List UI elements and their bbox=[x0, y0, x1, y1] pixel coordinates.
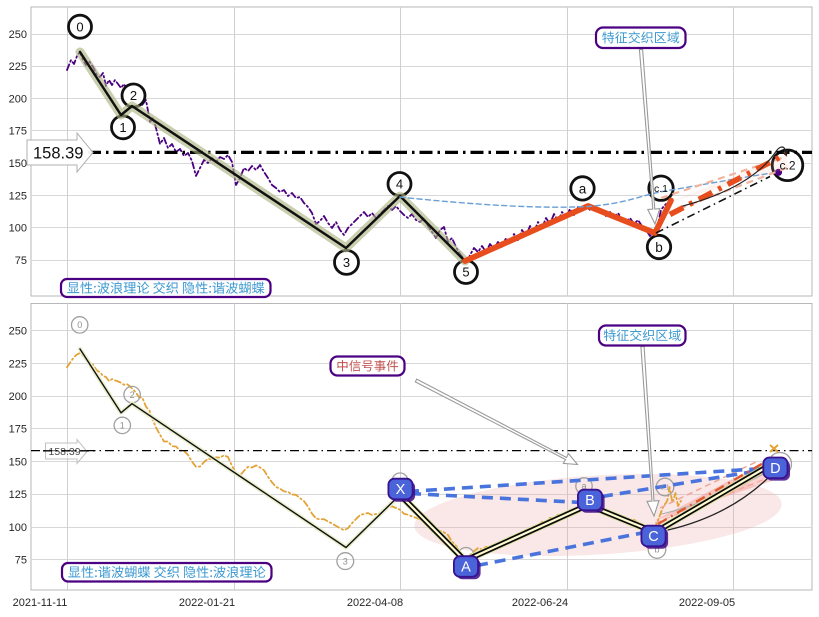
svg-text:2022-09-05: 2022-09-05 bbox=[679, 597, 735, 609]
svg-text:B: B bbox=[585, 493, 595, 509]
svg-text:X: X bbox=[396, 482, 406, 498]
svg-text:C: C bbox=[648, 529, 658, 545]
svg-text:75: 75 bbox=[15, 255, 27, 267]
svg-text:2022-01-21: 2022-01-21 bbox=[179, 597, 235, 609]
svg-text:5: 5 bbox=[462, 265, 469, 280]
svg-text:a: a bbox=[581, 481, 586, 491]
svg-text:158.39: 158.39 bbox=[49, 446, 81, 458]
svg-text:100: 100 bbox=[9, 522, 27, 534]
svg-text:D: D bbox=[770, 461, 780, 477]
svg-text:4: 4 bbox=[396, 177, 403, 192]
svg-text:250: 250 bbox=[9, 326, 27, 338]
svg-text:b: b bbox=[654, 545, 659, 555]
svg-text:a: a bbox=[579, 181, 587, 196]
svg-text:0: 0 bbox=[77, 320, 82, 330]
svg-text:1: 1 bbox=[120, 421, 125, 431]
svg-text:2: 2 bbox=[130, 390, 135, 400]
svg-text:c.2: c.2 bbox=[779, 159, 795, 173]
svg-text:175: 175 bbox=[9, 424, 27, 436]
svg-text:0: 0 bbox=[76, 19, 83, 34]
svg-text:225: 225 bbox=[9, 61, 27, 73]
svg-text:250: 250 bbox=[9, 29, 27, 41]
svg-text:c.1: c.1 bbox=[660, 485, 669, 492]
svg-text:200: 200 bbox=[9, 93, 27, 105]
svg-text:3: 3 bbox=[343, 255, 350, 270]
svg-text:125: 125 bbox=[9, 489, 27, 501]
svg-text:b: b bbox=[655, 240, 663, 255]
svg-text:2021-11-11: 2021-11-11 bbox=[13, 597, 68, 609]
svg-text:2: 2 bbox=[130, 88, 137, 103]
svg-text:1: 1 bbox=[119, 120, 126, 135]
svg-text:100: 100 bbox=[9, 223, 27, 235]
svg-text:175: 175 bbox=[9, 126, 27, 138]
svg-text:c.1: c.1 bbox=[654, 183, 668, 195]
svg-text:150: 150 bbox=[9, 158, 27, 170]
svg-text:A: A bbox=[461, 560, 471, 576]
svg-text:150: 150 bbox=[9, 456, 27, 468]
svg-text:3: 3 bbox=[343, 556, 348, 566]
svg-text:2022-04-08: 2022-04-08 bbox=[347, 597, 403, 609]
svg-text:200: 200 bbox=[9, 391, 27, 403]
svg-text:75: 75 bbox=[15, 555, 27, 567]
svg-text:225: 225 bbox=[9, 358, 27, 370]
svg-text:125: 125 bbox=[9, 190, 27, 202]
svg-text:2022-06-24: 2022-06-24 bbox=[512, 597, 568, 609]
svg-text:158.39: 158.39 bbox=[33, 145, 83, 163]
